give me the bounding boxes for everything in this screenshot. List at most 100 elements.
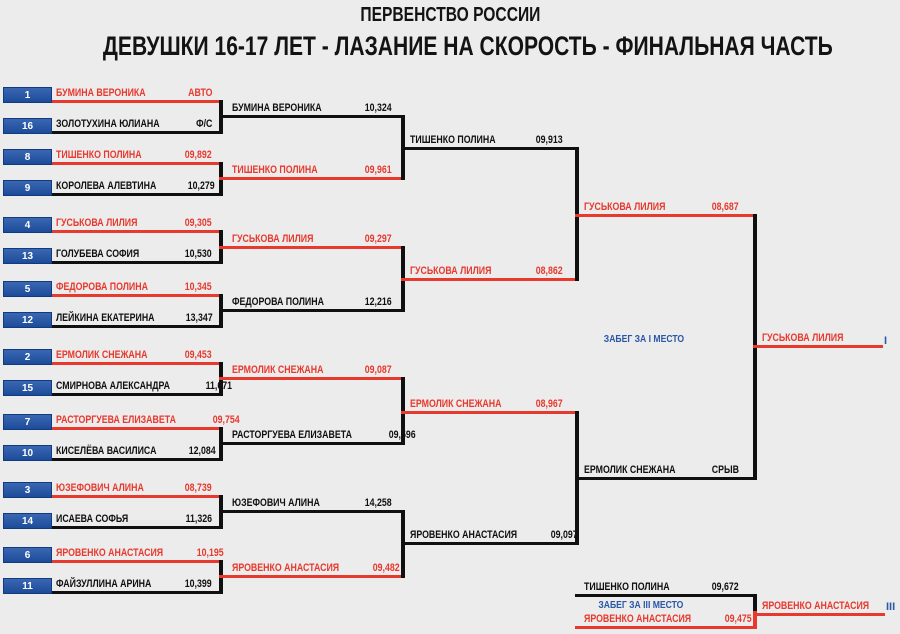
competitor-name: РАСТОРГУЕВА ЕЛИЗАВЕТА — [232, 429, 352, 441]
page-subtitle: ДЕВУШКИ 16-17 ЛЕТ - ЛАЗАНИЕ НА СКОРОСТЬ … — [102, 31, 833, 61]
page-title: ПЕРВЕНСТВО РОССИИ — [359, 4, 541, 26]
bracket-entry: БУМИНА ВЕРОНИКА АВТО — [52, 87, 223, 103]
competitor-name: ГУСЬКОВА ЛИЛИЯ — [584, 201, 666, 213]
competitor-name: ЕРМОЛИК СНЕЖАНА — [56, 349, 148, 361]
result-time: 09,672 — [712, 581, 739, 593]
bracket-entry: ЯРОВЕНКО АНАСТАСИЯ 09,475 — [575, 613, 757, 629]
result-time: 10,195 — [196, 547, 224, 559]
result-time: 09,297 — [365, 233, 392, 245]
competitor-name: ГУСЬКОВА ЛИЛИЯ — [232, 233, 314, 245]
result-time: АВТО — [187, 87, 212, 99]
bracket-entry: КИСЕЛЁВА ВАСИЛИСА 12,084 — [52, 445, 223, 461]
result-time: 09,913 — [536, 134, 563, 146]
seed-box: 12 — [3, 312, 52, 328]
competitor-name: ЕРМОЛИК СНЕЖАНА — [410, 398, 502, 410]
bracket-entry: ФАЙЗУЛЛИНА АРИНА 10,399 — [52, 578, 223, 594]
result-time: 12,216 — [365, 296, 392, 308]
result-time: 09,097 — [550, 529, 578, 541]
competitor-name: ЕРМОЛИК СНЕЖАНА — [584, 464, 676, 476]
bracket-entry: ГУСЬКОВА ЛИЛИЯ 09,297 — [219, 233, 405, 249]
bracket-entry: ТИШЕНКО ПОЛИНА 09,961 — [219, 164, 405, 180]
competitor-name: ГОЛУБЕВА СОФИЯ — [56, 248, 140, 260]
result-time: 08,739 — [185, 482, 212, 494]
seed-box: 8 — [3, 149, 52, 165]
bracket-entry: ЕРМОЛИК СНЕЖАНА 08,967 — [401, 398, 579, 414]
competitor-name: ЯРОВЕНКО АНАСТАСИЯ — [56, 547, 164, 559]
competitor-name: ИСАЕВА СОФЬЯ — [56, 513, 129, 525]
result-time: 09,482 — [372, 562, 400, 574]
place-marker-first: I — [884, 335, 888, 347]
result-time: 12,084 — [188, 445, 216, 457]
result-time: 09,892 — [185, 149, 212, 161]
result-time: 08,967 — [536, 398, 563, 410]
result-time: 09,475 — [724, 613, 752, 625]
result-time: 10,530 — [185, 248, 212, 260]
competitor-name: ЮЗЕФОВИЧ АЛИНА — [56, 482, 144, 494]
competitor-name: ЗОЛОТУХИНА ЮЛИАНА — [56, 118, 160, 130]
result-time: 13,347 — [185, 312, 213, 324]
result-time: 09,754 — [212, 414, 240, 426]
seed-box: 1 — [3, 87, 52, 103]
competitor-name: ГУСЬКОВА ЛИЛИЯ — [56, 217, 138, 229]
heat-label-final: ЗАБЕГ ЗА I МЕСТО — [603, 333, 685, 345]
bracket-entry: ГУСЬКОВА ЛИЛИЯ 09,305 — [52, 217, 223, 233]
bracket-entry: КОРОЛЕВА АЛЕВТИНА 10,279 — [52, 180, 223, 196]
connector-line — [753, 611, 757, 629]
third-place-entry: ЯРОВЕНКО АНАСТАСИЯ — [753, 600, 885, 616]
competitor-name: БУМИНА ВЕРОНИКА — [56, 87, 146, 99]
seed-box: 7 — [3, 414, 52, 430]
result-time: 08,687 — [712, 201, 739, 213]
bracket-entry: ФЕДОРОВА ПОЛИНА 10,345 — [52, 281, 223, 297]
bracket-entry: ИСАЕВА СОФЬЯ 11,326 — [52, 513, 223, 529]
place-marker-third: III — [886, 601, 896, 613]
seed-box: 11 — [3, 578, 52, 594]
result-time: 10,279 — [188, 180, 216, 192]
connector-line — [753, 594, 757, 614]
result-time: 11,671 — [205, 380, 231, 392]
bracket-entry: ЕРМОЛИК СНЕЖАНА 09,453 — [52, 349, 223, 365]
seed-box: 3 — [3, 482, 52, 498]
bracket-entry: ГОЛУБЕВА СОФИЯ 10,530 — [52, 248, 223, 264]
competitor-name: ТИШЕНКО ПОЛИНА — [232, 164, 318, 176]
seed-box: 5 — [3, 281, 52, 297]
result-time: 10,345 — [185, 281, 212, 293]
bracket-entry: ЛЕЙКИНА ЕКАТЕРИНА 13,347 — [52, 312, 223, 328]
result-time: СРЫВ — [711, 464, 739, 476]
bracket-entry: ЕРМОЛИК СНЕЖАНА СРЫВ — [575, 464, 757, 480]
seed-box: 14 — [3, 513, 52, 529]
competitor-name: ТИШЕНКО ПОЛИНА — [584, 581, 670, 593]
result-time: 09,961 — [365, 164, 392, 176]
competitor-name: ФАЙЗУЛЛИНА АРИНА — [56, 578, 152, 590]
bracket-entry: ГУСЬКОВА ЛИЛИЯ 08,687 — [575, 201, 757, 217]
result-time: 10,399 — [185, 578, 212, 590]
competitor-name: ФЕДОРОВА ПОЛИНА — [232, 296, 324, 308]
seed-box: 6 — [3, 547, 52, 563]
result-time: 10,324 — [365, 102, 392, 114]
bracket-entry: ТИШЕНКО ПОЛИНА 09,913 — [401, 134, 579, 150]
competitor-name: СМИРНОВА АЛЕКСАНДРА — [56, 380, 171, 392]
result-time: 08,862 — [536, 265, 563, 277]
seed-box: 15 — [3, 380, 52, 396]
competitor-name: ТИШЕНКО ПОЛИНА — [410, 134, 496, 146]
competitor-name: ГУСЬКОВА ЛИЛИЯ — [762, 332, 844, 344]
competitor-name: ЛЕЙКИНА ЕКАТЕРИНА — [56, 312, 155, 324]
seed-box: 16 — [3, 118, 52, 134]
bracket-entry: ЮЗЕФОВИЧ АЛИНА 08,739 — [52, 482, 223, 498]
competitor-name: ЯРОВЕНКО АНАСТАСИЯ — [584, 613, 692, 625]
result-time: 11,326 — [185, 513, 212, 525]
bracket-entry: ФЕДОРОВА ПОЛИНА 12,216 — [219, 296, 405, 312]
competitor-name: ЯРОВЕНКО АНАСТАСИЯ — [762, 600, 870, 612]
competitor-name: КИСЕЛЁВА ВАСИЛИСА — [56, 445, 157, 457]
bracket-entry: ГУСЬКОВА ЛИЛИЯ 08,862 — [401, 265, 579, 281]
competitor-name: ФЕДОРОВА ПОЛИНА — [56, 281, 148, 293]
competitor-name: ЕРМОЛИК СНЕЖАНА — [232, 364, 324, 376]
bracket-entry: ЯРОВЕНКО АНАСТАСИЯ 09,097 — [401, 529, 579, 545]
result-time: 09,305 — [185, 217, 212, 229]
seed-box: 9 — [3, 180, 52, 196]
bracket-entry: БУМИНА ВЕРОНИКА 10,324 — [219, 102, 405, 118]
bracket-entry: ЕРМОЛИК СНЕЖАНА 09,087 — [219, 364, 405, 380]
bracket-entry: ТИШЕНКО ПОЛИНА 09,672 — [575, 581, 757, 597]
bracket-entry: СМИРНОВА АЛЕКСАНДРА 11,671 — [52, 380, 232, 396]
